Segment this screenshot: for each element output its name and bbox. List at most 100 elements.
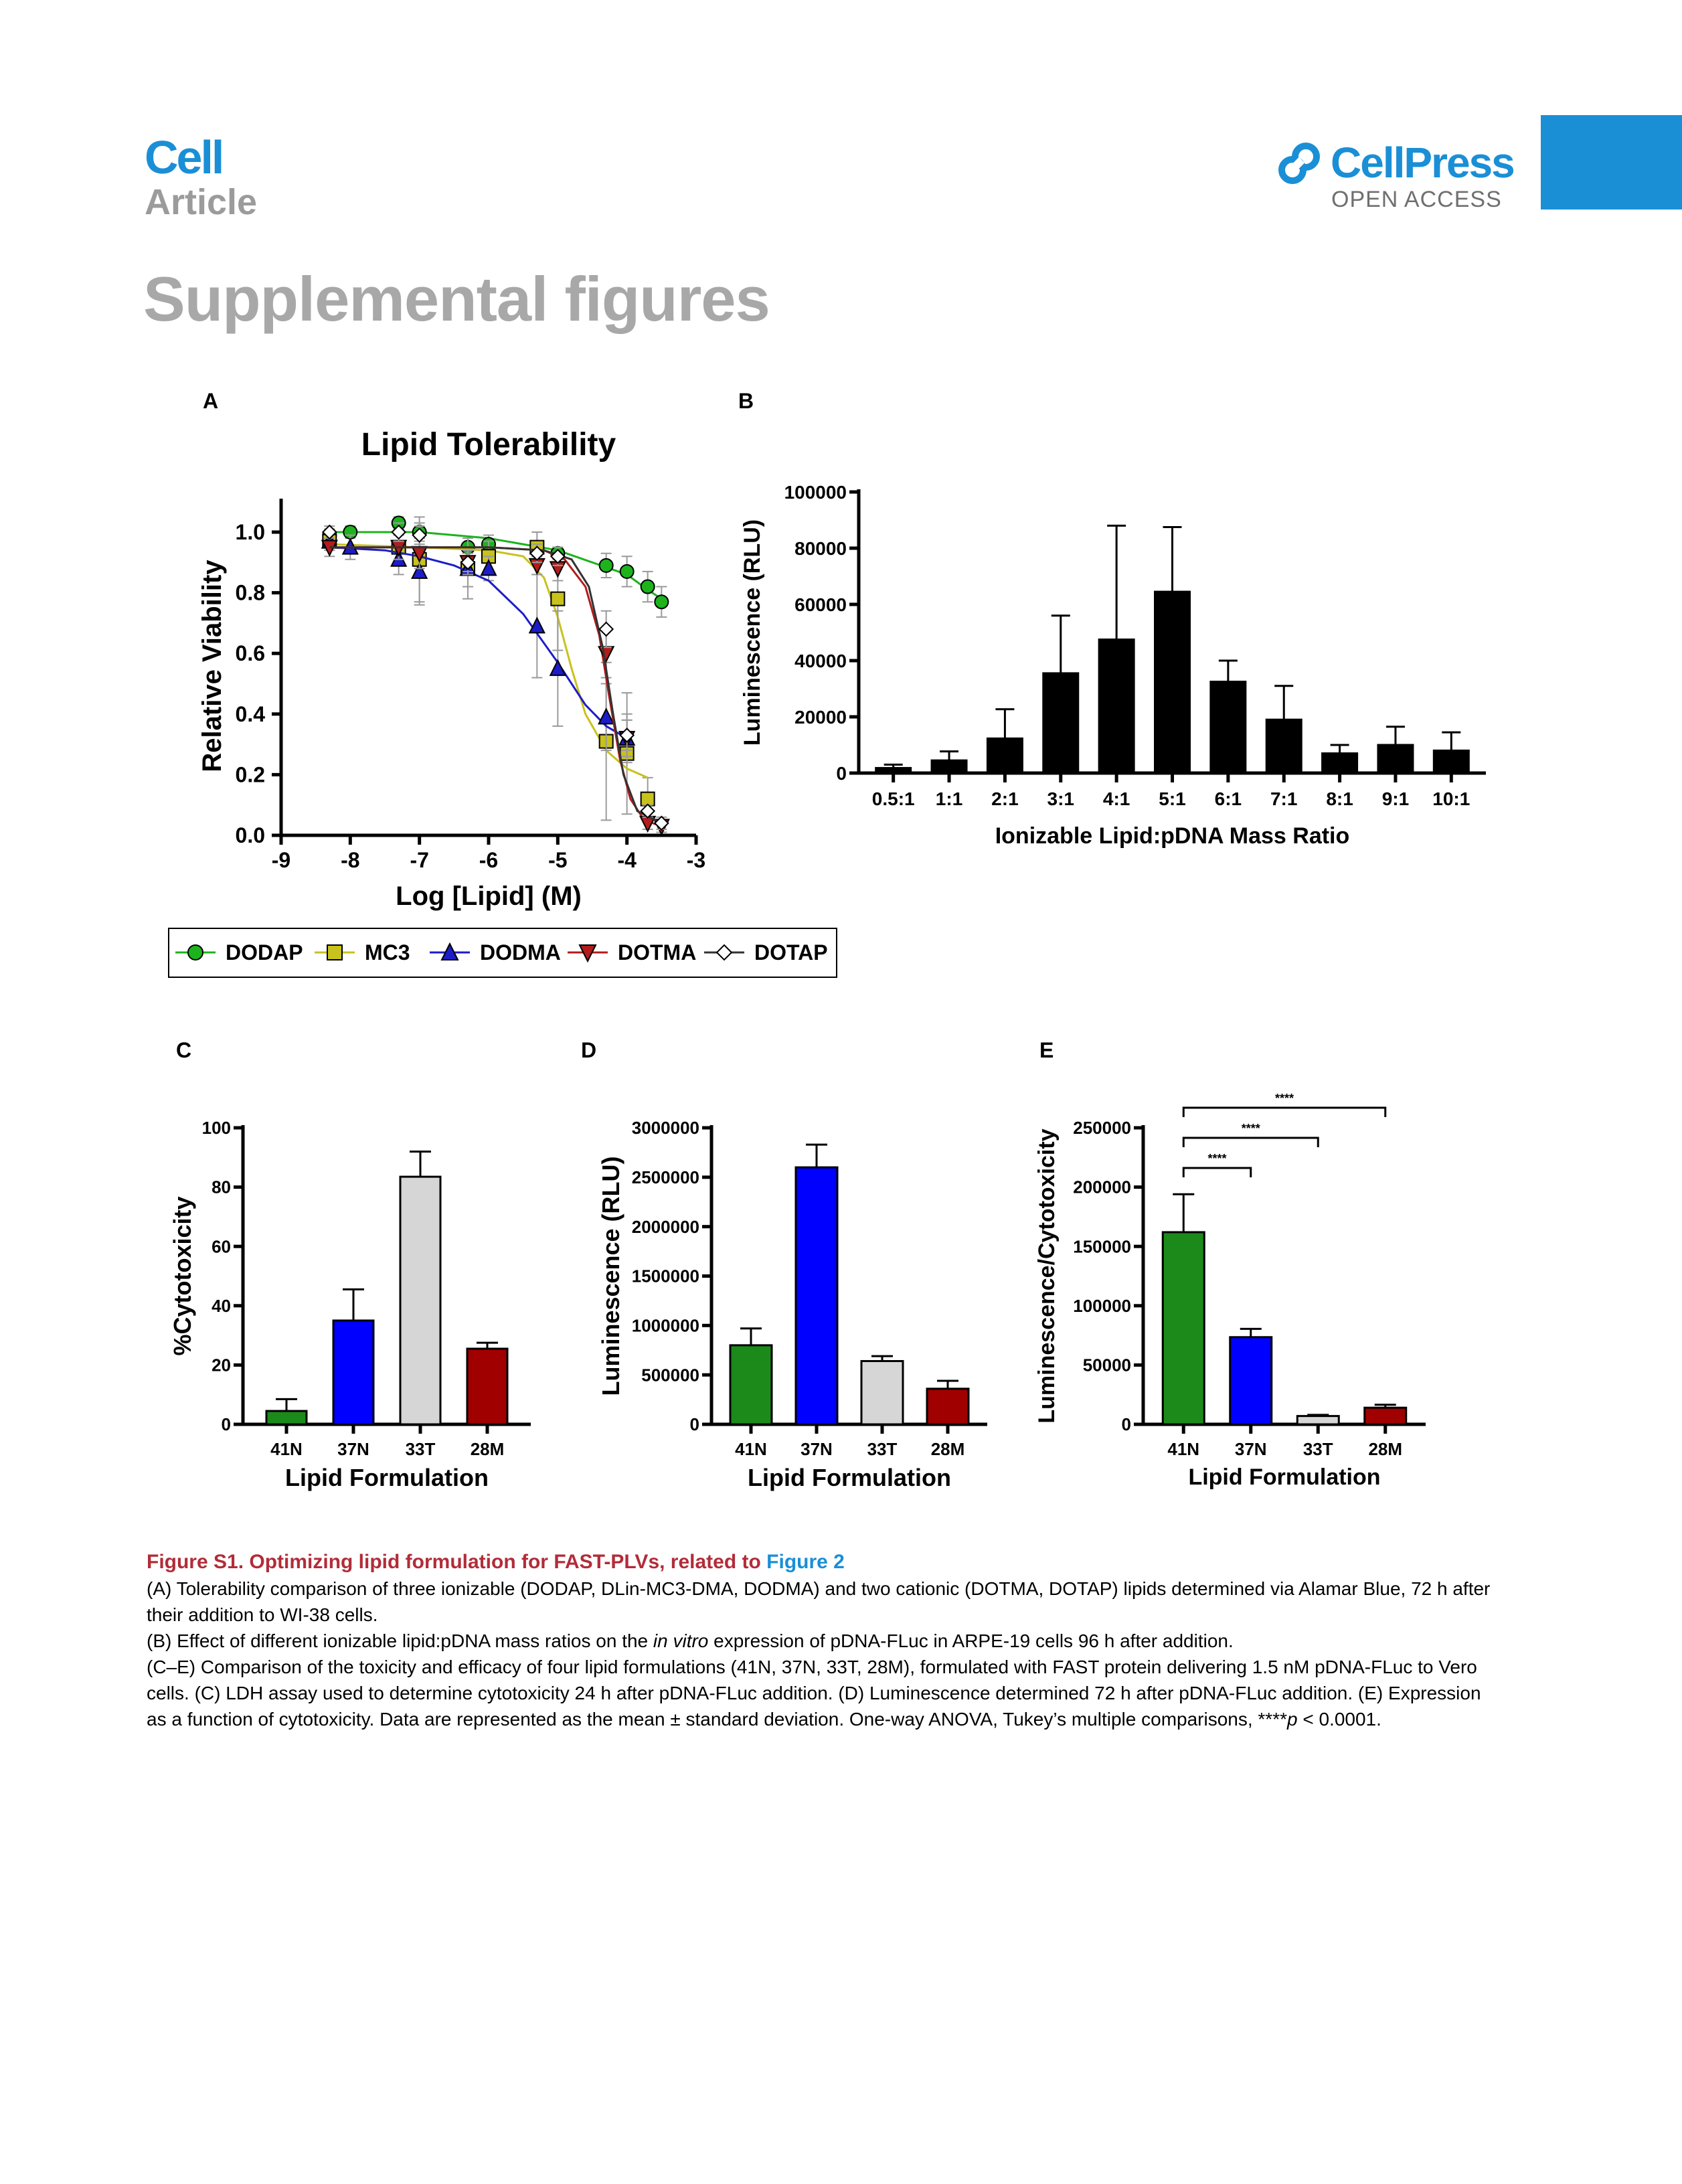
y-tick-label: 2500000 <box>632 1167 699 1187</box>
significance-bracket: **** <box>1182 1092 1387 1117</box>
y-tick-label: 150000 <box>1073 1236 1131 1256</box>
y-tick-label: 40000 <box>794 651 847 671</box>
y-tick-label: 0 <box>222 1414 231 1434</box>
data-point <box>550 591 566 606</box>
figure-2-link[interactable]: Figure 2 <box>766 1551 845 1573</box>
data-point <box>619 728 635 743</box>
legend-item-dotap: DOTAP <box>704 940 828 964</box>
y-tick-label: 50000 <box>1083 1355 1131 1375</box>
data-point <box>327 944 343 960</box>
x-tick-label: 37N <box>801 1439 833 1459</box>
bar-3:1 <box>1042 672 1080 774</box>
caption-title-text: Figure S1. Optimizing lipid formulation … <box>147 1551 767 1573</box>
series-dodap <box>322 515 669 618</box>
fit-curve <box>329 546 662 825</box>
data-point <box>598 558 614 573</box>
data-point <box>716 944 733 961</box>
legend: DODAP MC3 DODMA DOTMA DOTAP <box>168 928 837 978</box>
data-point <box>598 621 614 637</box>
brand-color-tab <box>1541 115 1682 209</box>
series-dotap <box>321 522 669 831</box>
bar-28M <box>1363 1406 1408 1426</box>
legend-item-dotma: DOTMA <box>568 940 696 964</box>
panel-b: 0 20000 40000 60000 80000 100000 0.5:1 1:1 2:1 3:… <box>740 482 1486 849</box>
brand-name: CellPress <box>1331 139 1515 187</box>
x-tick-label: 3:1 <box>1047 788 1074 809</box>
significance-bracket: **** <box>1182 1122 1319 1147</box>
section-label: Article <box>145 182 258 222</box>
y-tick-label: 60 <box>212 1236 231 1256</box>
x-tick-label: 33T <box>1303 1439 1333 1459</box>
bar-41N <box>729 1344 773 1426</box>
y-axis-title: Relative Viability <box>197 560 227 772</box>
bracket-line <box>1182 1106 1387 1117</box>
data-point <box>578 944 597 963</box>
x-tick-label: -4 <box>617 848 637 872</box>
data-point <box>640 803 656 819</box>
y-tick-label: 0.0 <box>236 823 265 847</box>
legend-item-dodma: DODMA <box>430 940 561 964</box>
x-axis-title: Lipid Formulation <box>748 1464 951 1491</box>
panel-e: 0 50000 100000 150000 200000 250000 41N 37N 33T 2… <box>1034 1092 1426 1490</box>
caption-ce-italic: p <box>1287 1709 1298 1730</box>
data-point <box>619 564 635 579</box>
x-tick-label: 33T <box>867 1439 898 1459</box>
x-tick-label: 5:1 <box>1159 788 1185 809</box>
x-tick-label: 33T <box>406 1439 436 1459</box>
open-access-label: OPEN ACCESS <box>1331 187 1502 212</box>
data-point <box>460 554 476 570</box>
x-tick-label: 1:1 <box>936 788 962 809</box>
x-axis-title: Lipid Formulation <box>1188 1464 1380 1490</box>
panel-label-a: A <box>203 389 218 413</box>
x-tick-label: 6:1 <box>1215 788 1242 809</box>
x-tick-label: 8:1 <box>1326 788 1353 809</box>
y-tick-label: 1500000 <box>632 1266 699 1286</box>
caption-b-italic: in vitro <box>653 1630 709 1651</box>
chart-title: Lipid Tolerability <box>361 427 616 463</box>
bar-8:1 <box>1321 752 1359 774</box>
data-point <box>412 527 428 543</box>
legend-label: DOTAP <box>754 940 828 964</box>
y-tick-label: 0 <box>1122 1414 1131 1434</box>
panel-d: 0 500000 1000000 1500000 2000000 2500000 30000… <box>597 1118 987 1491</box>
x-axis-title: Ionizable Lipid:pDNA Mass Ratio <box>995 823 1350 849</box>
caption-ce-text: (C–E) Comparison of the toxicity and eff… <box>147 1657 1481 1730</box>
panel-c: 0 20 40 60 80 100 41N 37N 33T 28M Lipid Formulatio… <box>169 1118 531 1491</box>
y-tick-label: 0 <box>836 763 847 784</box>
panel-label-c: C <box>176 1038 191 1062</box>
data-point <box>528 616 545 634</box>
x-tick-label: -9 <box>272 848 290 872</box>
y-tick-label: 200000 <box>1073 1177 1131 1197</box>
data-point <box>529 545 545 562</box>
x-tick-label: -5 <box>548 848 567 872</box>
bar-4:1 <box>1098 639 1135 774</box>
x-tick-label: -3 <box>687 848 705 872</box>
legend-label: DOTMA <box>618 940 696 964</box>
legend-label: DODAP <box>226 940 303 964</box>
y-tick-label: 250000 <box>1073 1118 1131 1138</box>
x-axis-title: Log [Lipid] (M) <box>396 881 582 911</box>
significance-label: **** <box>1207 1152 1226 1165</box>
y-tick-label: 0.4 <box>236 702 266 726</box>
x-tick-label: 4:1 <box>1103 788 1130 809</box>
bar-41N <box>265 1410 308 1426</box>
bar-2:1 <box>986 737 1023 774</box>
bar-33T <box>399 1175 442 1426</box>
data-point <box>653 815 669 831</box>
bar-37N <box>1229 1336 1273 1426</box>
caption-b-text-end: expression of pDNA-FLuc in ARPE-19 cells… <box>708 1630 1234 1651</box>
bracket-line <box>1182 1167 1252 1177</box>
y-tick-label: 3000000 <box>632 1118 699 1138</box>
series-dotma <box>321 534 670 836</box>
y-tick-label: 80000 <box>794 538 847 559</box>
data-point <box>598 646 615 663</box>
data-point <box>550 548 566 564</box>
x-tick-label: 37N <box>337 1439 369 1459</box>
bar-0.5:1 <box>875 766 912 774</box>
bar-5:1 <box>1154 590 1191 774</box>
caption-panel-b: (B) Effect of different ionizable lipid:… <box>147 1628 1505 1654</box>
bar-6:1 <box>1209 681 1247 774</box>
x-tick-label: 28M <box>1368 1439 1402 1459</box>
y-tick-label: 0.6 <box>236 641 265 665</box>
bar-9:1 <box>1377 744 1414 774</box>
